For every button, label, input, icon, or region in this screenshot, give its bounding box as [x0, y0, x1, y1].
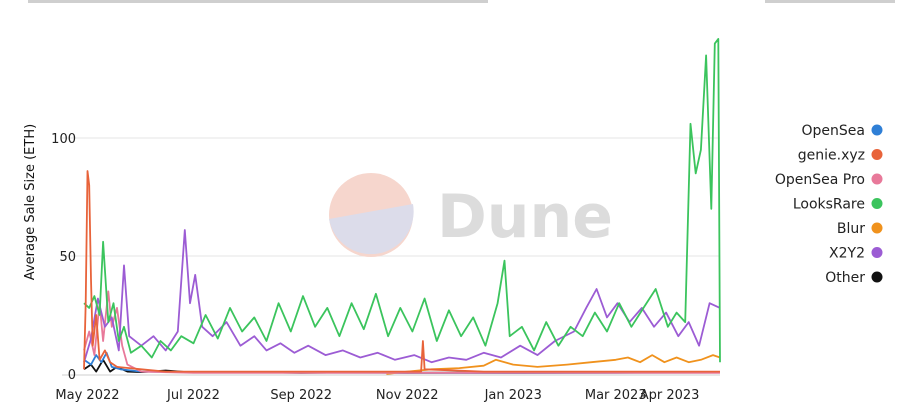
series-line-genie-xyz	[83, 170, 720, 373]
legend-swatch	[871, 247, 883, 258]
x-tick-label: Jul 2022	[166, 388, 220, 403]
cropped-header-fragment-right	[765, 0, 895, 3]
series-line-blur	[386, 354, 721, 375]
y-tick-label: 100	[51, 132, 76, 147]
watermark-logo-bottom	[329, 204, 414, 255]
series-line-looksrare	[83, 38, 721, 363]
x-axis-ticks: May 2022 Jul 2022 Sep 2022 Nov 2022 Jan 2023…	[55, 388, 699, 403]
legend-swatch	[871, 198, 883, 209]
legend: OpenSea genie.xyz OpenSea Pro LooksRare Blur…	[775, 123, 883, 286]
series-line-x2y2	[83, 229, 721, 364]
legend-swatch	[871, 149, 883, 160]
watermark-text: Dune	[437, 182, 613, 252]
x-tick-label: Jan 2023	[484, 388, 542, 403]
legend-label: OpenSea Pro	[775, 172, 865, 188]
legend-swatch	[871, 271, 883, 283]
legend-label: OpenSea	[802, 123, 865, 139]
y-tick-label: 50	[59, 250, 76, 265]
series-line-opensea-pro	[83, 290, 720, 374]
gridlines	[62, 137, 720, 376]
dune-watermark: Dune	[329, 173, 613, 257]
legend-swatch	[871, 222, 883, 234]
x-tick-label: Sep 2022	[270, 388, 332, 403]
y-axis-ticks: 0 50 100	[51, 132, 76, 383]
x-tick-label: Nov 2022	[376, 388, 439, 403]
y-tick-label: 0	[68, 368, 76, 383]
series-lines	[83, 38, 721, 375]
legend-swatch	[871, 124, 883, 136]
legend-label: X2Y2	[829, 246, 865, 262]
cropped-header-fragment	[28, 0, 488, 3]
series-line-opensea	[83, 351, 721, 374]
legend-label: Other	[825, 270, 865, 286]
legend-swatch	[871, 173, 883, 185]
y-axis-label: Average Sale Size (ETH)	[23, 124, 38, 280]
legend-label: genie.xyz	[798, 148, 865, 164]
x-tick-label: Mar 2023	[585, 388, 647, 403]
legend-label: Blur	[837, 221, 865, 237]
x-tick-label: May 2022	[55, 388, 119, 403]
legend-label: LooksRare	[793, 197, 865, 213]
x-tick-label: Apr 2023	[640, 388, 700, 403]
